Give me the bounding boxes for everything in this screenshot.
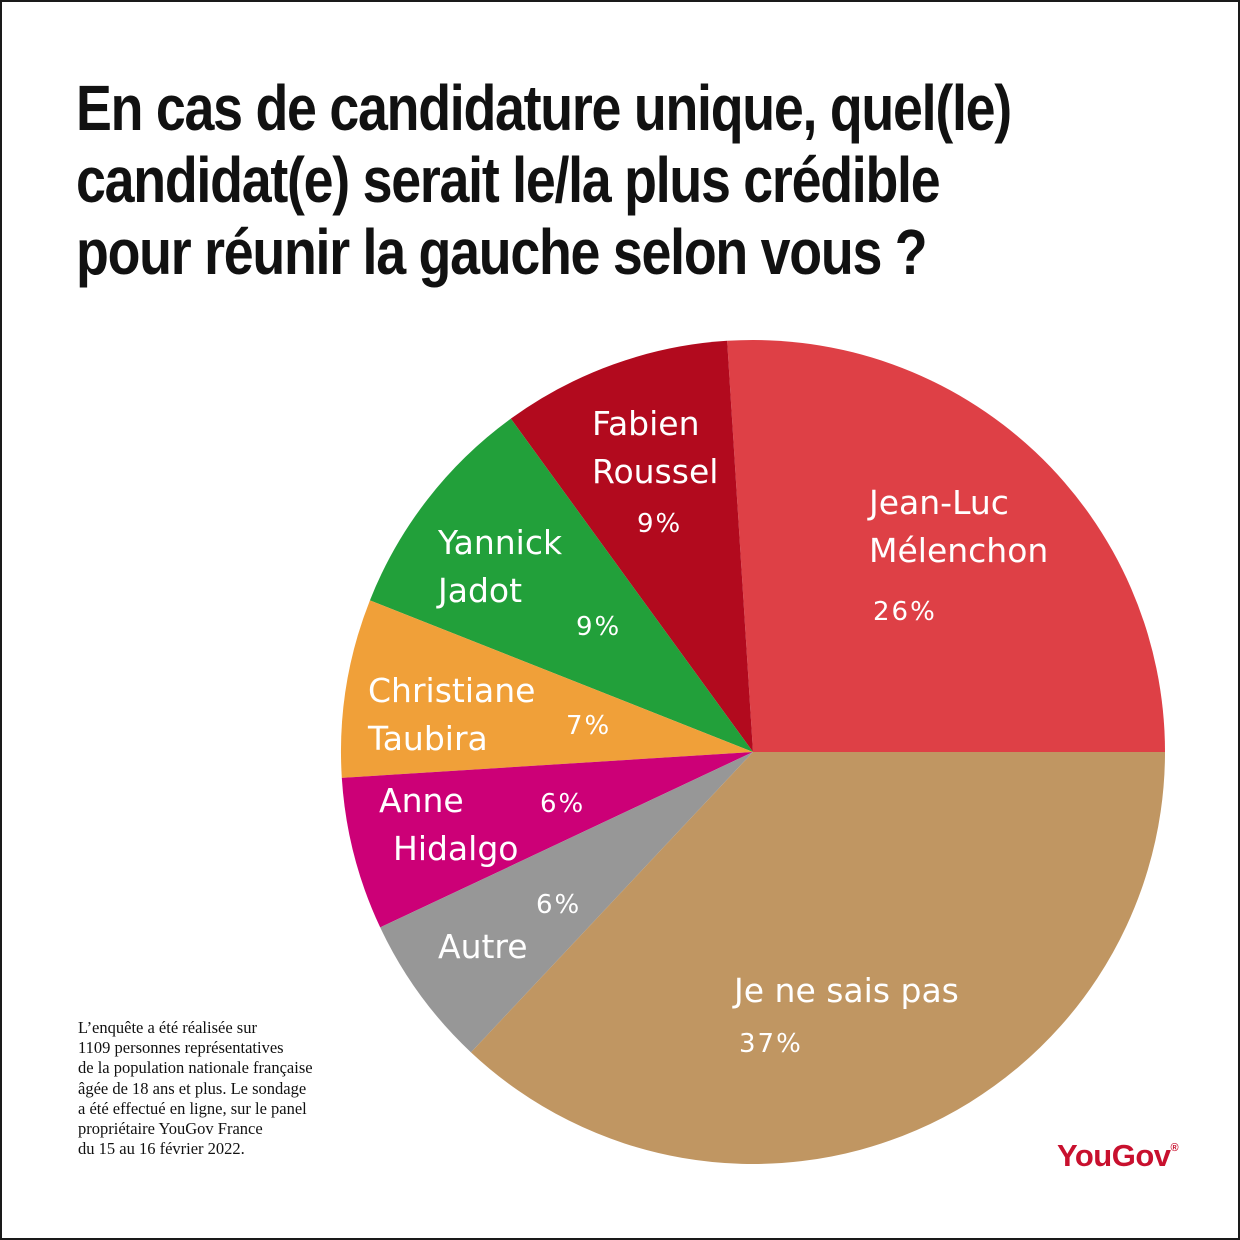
chart-title-line: En cas de candidature unique, quel(le): [76, 72, 1012, 144]
slice-value-label: 9%: [637, 509, 682, 539]
pie-slice: [470, 752, 1166, 1165]
pie-slice: [380, 752, 753, 1053]
methodology-note-line: L’enquête a été réalisée sur: [78, 1018, 257, 1037]
methodology-note-line: a été effectué en ligne, sur le panel: [78, 1098, 307, 1118]
methodology-note-line: du 15 au 16 février 2022.: [78, 1139, 245, 1159]
chart-title-line: pour réunir la gauche selon vous ?: [76, 216, 928, 288]
yougov-logo: YouGov®: [1057, 1138, 1179, 1174]
chart-title-line: candidat(e) serait le/la plus crédible: [76, 144, 941, 216]
slice-label: Roussel: [592, 452, 718, 491]
slice-value-label: 37%: [739, 1029, 803, 1059]
methodology-note: L’enquête a été réalisée sur 1109 person…: [78, 1018, 378, 1159]
slice-label: Hidalgo: [393, 829, 518, 868]
methodology-note-line: de la population nationale française: [78, 1058, 313, 1078]
pie-labels: Jean-Luc Mélenchon 26% Fabien Roussel 9% Yanni…: [367, 404, 1048, 1059]
pie-slice: [340, 600, 753, 778]
pie-slice: [341, 752, 753, 928]
slice-label: Autre: [438, 927, 528, 966]
slice-label: Je ne sais pas: [732, 971, 959, 1010]
slice-label: Yannick: [437, 523, 563, 562]
slice-label: Jean-Luc: [867, 483, 1009, 522]
slice-label: Anne: [379, 781, 464, 820]
slice-label: Taubira: [367, 719, 488, 758]
slice-label: Mélenchon: [869, 531, 1048, 570]
slice-value-label: 9%: [576, 612, 621, 642]
slice-label: Fabien: [592, 404, 700, 443]
slice-value-label: 26%: [873, 597, 937, 627]
registered-mark: ®: [1170, 1142, 1179, 1154]
slice-value-label: 7%: [566, 711, 611, 741]
pie-slices: [340, 339, 1166, 1165]
yougov-logo-text: YouGov: [1057, 1138, 1171, 1173]
methodology-note-line: propriétaire YouGov France: [78, 1119, 263, 1139]
slice-label: Christiane: [368, 671, 535, 710]
methodology-note-line: âgée de 18 ans et plus. Le sondage: [78, 1078, 307, 1098]
methodology-note-line: 1109 personnes représentatives: [78, 1038, 284, 1058]
slice-label: Jadot: [436, 571, 522, 610]
chart-title: En cas de candidature unique, quel(le) c…: [76, 72, 1012, 288]
slice-value-label: 6%: [536, 890, 581, 920]
slice-value-label: 6%: [540, 789, 585, 819]
pie-slice: [727, 339, 1165, 752]
pie-slice: [510, 340, 753, 752]
pie-slice: [369, 418, 753, 752]
